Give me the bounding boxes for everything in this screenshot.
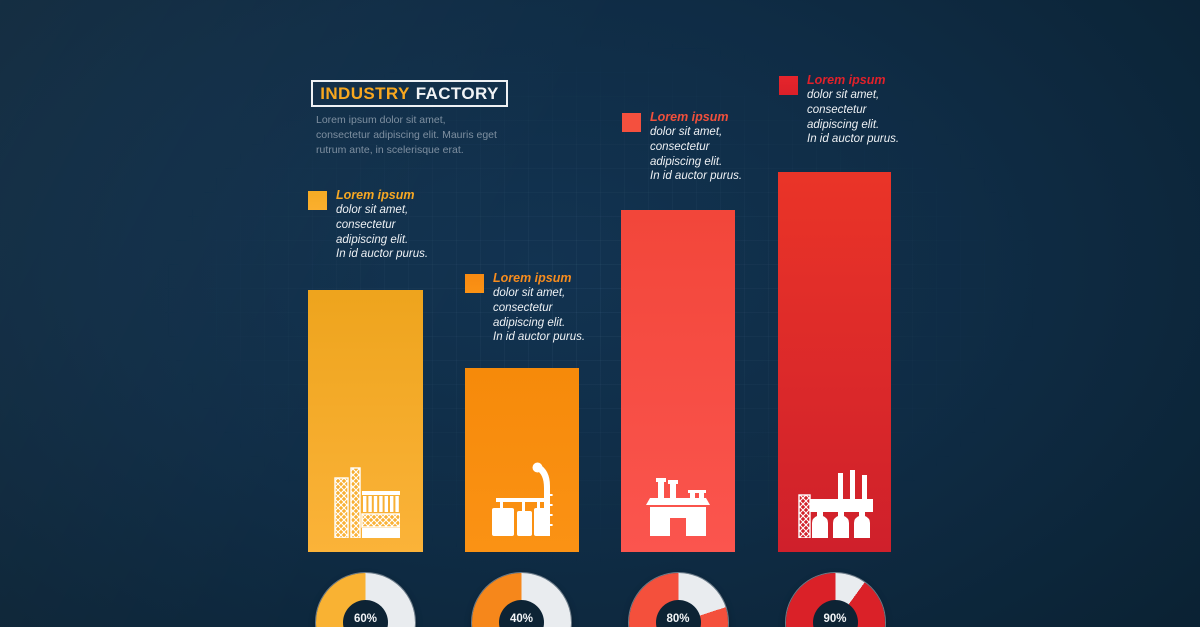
legend-text: Lorem ipsum dolor sit amet, consectetur … [336,188,451,262]
legend-heading: Lorem ipsum [336,188,415,202]
legend-line: In id auctor purus. [336,248,429,261]
donut-gauge-2: 40% [472,573,571,627]
legend-line: dolor sit amet, [650,126,723,138]
legend-swatch-coral [622,113,641,132]
legend-line: In id auctor purus. [493,331,586,344]
legend-item-3: Lorem ipsum dolor sit amet, consectetur … [622,110,765,184]
lattice-mill-factory-icon [332,466,400,538]
refinery-towers-icon [797,468,873,538]
legend-item-1: Lorem ipsum dolor sit amet, consectetur … [308,188,451,262]
legend-line: dolor sit amet, [493,287,566,299]
donut-percentage-label: 40% [509,613,534,625]
legend-line: adipiscing elit. [650,155,723,168]
storage-tanks-flare-stack-icon [490,462,554,538]
legend-line: In id auctor purus. [650,170,743,183]
donut-percentage-label: 90% [823,613,847,625]
intro-paragraph: Lorem ipsum dolor sit amet, consectetur … [316,114,497,157]
legend-line: consectetur [493,301,553,314]
legend-text: Lorem ipsum dolor sit amet, consectetur … [493,271,608,345]
legend-line: adipiscing elit. [336,233,409,246]
legend-text: Lorem ipsum dolor sit amet, consectetur … [650,110,765,184]
page-title: INDUSTRY FACTORY [311,80,508,107]
legend-heading: Lorem ipsum [807,73,886,87]
bar-3 [621,210,735,552]
bar-4 [778,172,891,552]
legend-heading: Lorem ipsum [650,110,729,124]
legend-line: dolor sit amet, [807,89,880,101]
legend-text: Lorem ipsum dolor sit amet, consectetur … [807,73,922,147]
donut-hole [812,600,858,627]
legend-line: dolor sit amet, [336,204,409,216]
legend-swatch-red [779,76,798,95]
legend-heading: Lorem ipsum [493,271,572,285]
donut-percentage-label: 60% [353,613,378,625]
legend-swatch-orange [465,274,484,293]
donut-hole [655,600,701,627]
page-title-factory: FACTORY [415,83,499,103]
legend-swatch-yellow [308,191,327,210]
factory-building-chimneys-icon [646,476,710,538]
legend-line: consectetur [807,103,867,116]
legend-item-2: Lorem ipsum dolor sit amet, consectetur … [465,271,608,345]
legend-line: In id auctor purus. [807,133,900,146]
legend-line: adipiscing elit. [493,316,566,329]
legend-line: consectetur [650,140,710,153]
legend-line: consectetur [336,218,396,231]
page-title-industry: INDUSTRY [320,83,410,103]
legend-item-4: Lorem ipsum dolor sit amet, consectetur … [779,73,922,147]
bar-1 [308,290,423,552]
donut-percentage-label: 80% [666,613,690,625]
bar-2 [465,368,579,552]
legend-line: adipiscing elit. [807,118,880,131]
